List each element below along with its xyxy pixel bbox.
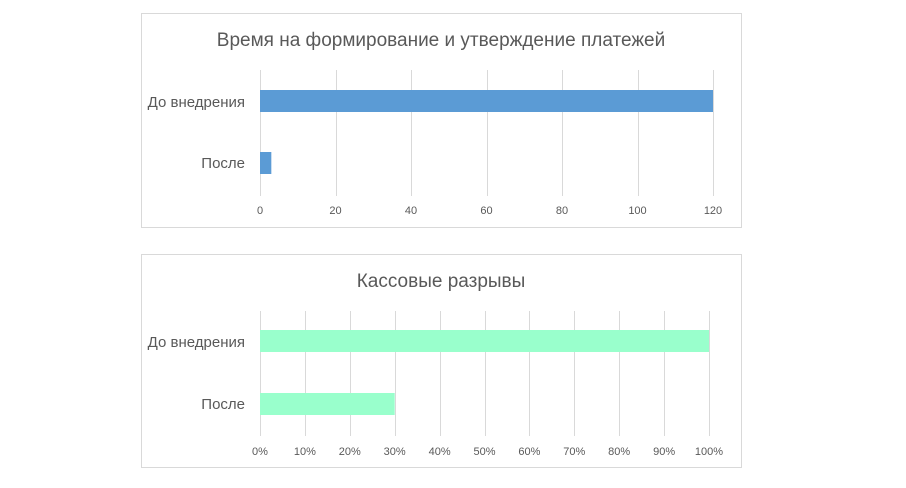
x-tick-label: 30% — [384, 446, 406, 458]
chart-cash-gaps: Кассовые разрывы До внедрения После 0% 10… — [148, 271, 724, 458]
category-label-before: До внедрения — [148, 334, 245, 351]
x-tick-label: 70% — [563, 446, 585, 458]
x-tick-label: 100 — [628, 205, 646, 217]
bar-before — [260, 90, 713, 112]
x-tick-label: 80 — [556, 205, 568, 217]
x-tick-label: 60% — [518, 446, 540, 458]
x-tick-label: 40 — [405, 205, 417, 217]
x-tick-label: 0 — [257, 205, 263, 217]
x-tick-label: 50% — [473, 446, 495, 458]
x-tick-label: 60 — [480, 205, 492, 217]
chart-panel-payment-time — [141, 13, 742, 228]
category-label-after: После — [201, 396, 245, 413]
category-label-before: До внедрения — [148, 94, 245, 111]
bar-after — [260, 152, 272, 174]
chart-payment-time: Время на формирование и утверждение плат… — [148, 30, 723, 217]
x-tick-label: 20 — [329, 205, 341, 217]
x-tick-label: 40% — [429, 446, 451, 458]
x-tick-label: 80% — [608, 446, 630, 458]
x-tick-label: 90% — [653, 446, 675, 458]
bar-after — [260, 393, 395, 415]
x-tick-label: 20% — [339, 446, 361, 458]
chart-title: Время на формирование и утверждение плат… — [217, 30, 665, 51]
x-tick-label: 100% — [695, 446, 723, 458]
x-tick-label: 120 — [704, 205, 722, 217]
category-label-after: После — [201, 155, 245, 172]
x-tick-label: 10% — [294, 446, 316, 458]
x-tick-label: 0% — [252, 446, 268, 458]
bar-before — [260, 330, 709, 352]
chart-title: Кассовые разрывы — [357, 271, 526, 292]
chart-panel-cash-gaps — [141, 254, 742, 468]
